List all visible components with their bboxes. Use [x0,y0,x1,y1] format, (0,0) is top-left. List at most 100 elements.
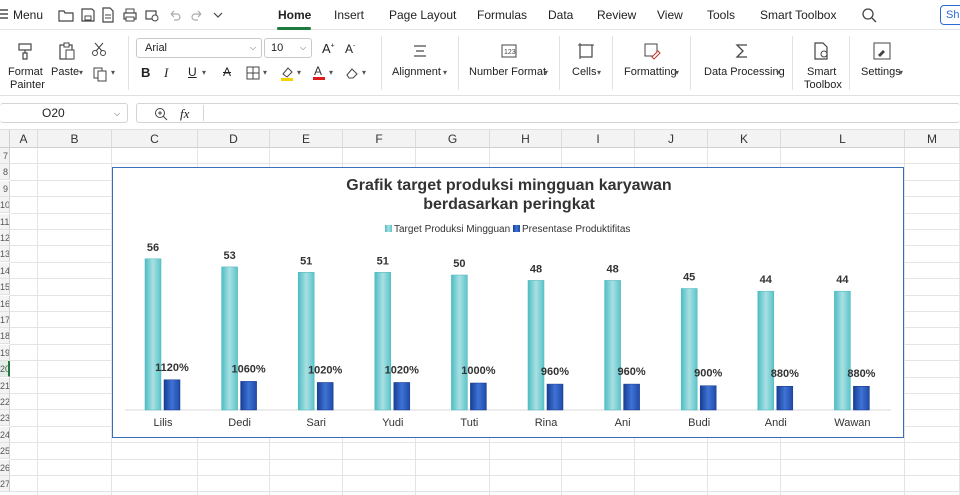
tab-view[interactable]: View [657,8,683,22]
chevron-down-icon[interactable]: ⌵ [114,109,121,118]
smart-toolbox-button[interactable]: Smart [807,66,837,78]
open-folder-icon[interactable] [58,7,74,23]
chevron-down-icon[interactable]: ⌵ [250,43,257,52]
name-box[interactable]: O20 [0,103,128,123]
format-painter-button[interactable]: Format [8,66,43,78]
chevron-down-icon[interactable]: ▾ [597,68,602,77]
chevron-down-icon[interactable]: ▾ [675,68,680,77]
row-header-10[interactable]: 10 [0,197,10,214]
formula-input[interactable] [136,103,960,123]
row-header-7[interactable]: 7 [0,148,10,164]
select-all-corner[interactable] [0,130,10,148]
strikethrough-button[interactable]: A [223,65,232,79]
cells-button[interactable]: Cells [572,66,597,78]
row-header-11[interactable]: 11 [0,213,10,230]
column-header-m[interactable]: M [905,130,960,148]
column-header-h[interactable]: H [490,130,562,148]
row-header-20[interactable]: 20 [0,361,10,378]
tab-page-layout[interactable]: Page Layout [389,8,457,22]
clear-format-icon[interactable] [345,66,359,80]
chevron-down-icon[interactable]: ▾ [443,68,448,77]
fill-color-icon[interactable] [280,65,294,81]
font-color-icon[interactable]: A [312,64,326,81]
alignment-button[interactable]: Alignment [392,66,441,78]
column-header-g[interactable]: G [416,130,490,148]
row-header-14[interactable]: 14 [0,262,10,279]
formatting-button[interactable]: Formatting [624,66,677,78]
tab-formulas[interactable]: Formulas [477,8,528,22]
row-header-25[interactable]: 25 [0,443,10,460]
tab-tools[interactable]: Tools [707,8,736,22]
row-header-8[interactable]: 8 [0,164,10,181]
row-header-22[interactable]: 22 [0,394,10,410]
search-icon[interactable] [861,7,877,23]
chevron-down-icon[interactable] [210,7,226,23]
chevron-down-icon[interactable]: ▾ [776,68,781,77]
font-name-select[interactable]: Arial [136,38,262,58]
row-header-17[interactable]: 17 [0,312,10,328]
row-header-13[interactable]: 13 [0,246,10,263]
column-header-f[interactable]: F [343,130,416,148]
paste-button[interactable]: Paste [51,66,80,78]
row-header-19[interactable]: 19 [0,344,10,361]
chevron-down-icon[interactable]: ▾ [111,68,116,77]
row-header-12[interactable]: 12 [0,230,10,246]
underline-button[interactable]: U [188,65,197,79]
decrease-font-icon[interactable]: A- [345,42,356,56]
save-icon[interactable] [80,7,96,23]
row-header-26[interactable]: 26 [0,459,10,476]
hamburger-icon[interactable] [0,0,10,30]
tab-review[interactable]: Review [597,8,637,22]
chevron-down-icon[interactable]: ▾ [297,68,302,77]
chart[interactable]: Grafik target produksi mingguan karyawan… [112,167,904,438]
zoom-search-icon[interactable] [154,107,168,121]
print-preview-icon[interactable] [144,7,160,23]
column-header-d[interactable]: D [198,130,270,148]
chevron-down-icon[interactable]: ▾ [329,68,334,77]
menu-label[interactable]: Menu [13,8,44,22]
column-header-c[interactable]: C [112,130,198,148]
tab-smart-toolbox[interactable]: Smart Toolbox [760,8,837,22]
column-header-e[interactable]: E [270,130,343,148]
column-header-b[interactable]: B [38,130,112,148]
increase-font-icon[interactable]: A+ [322,41,335,56]
chevron-down-icon[interactable]: ▾ [263,68,268,77]
chevron-down-icon[interactable]: ▾ [899,68,904,77]
bold-button[interactable]: B [141,65,151,80]
row-header-27[interactable]: 27 [0,476,10,492]
borders-icon[interactable] [246,66,260,80]
chevron-down-icon[interactable]: ▾ [202,68,207,77]
row-header-18[interactable]: 18 [0,328,10,345]
font-size-select[interactable]: 10 [264,38,312,58]
row-header-24[interactable]: 24 [0,426,10,443]
tab-data[interactable]: Data [548,8,574,22]
column-header-j[interactable]: J [635,130,708,148]
italic-button[interactable]: I [164,65,169,80]
data-processing-button[interactable]: Data Processing [704,66,785,78]
column-header-a[interactable]: A [10,130,38,148]
fx-icon[interactable]: fx [180,106,190,121]
cut-icon[interactable] [91,41,107,57]
column-header-i[interactable]: I [562,130,635,148]
column-header-k[interactable]: K [708,130,781,148]
chevron-down-icon[interactable]: ▾ [544,68,549,77]
redo-icon[interactable] [189,7,205,23]
chevron-down-icon[interactable]: ▾ [362,68,367,77]
row-header-15[interactable]: 15 [0,279,10,296]
copy-icon[interactable] [92,66,108,82]
tab-insert[interactable]: Insert [334,8,365,22]
settings-button[interactable]: Settings [861,66,901,78]
chevron-down-icon[interactable]: ▾ [79,68,84,77]
tab-home[interactable]: Home [278,8,312,22]
export-pdf-icon[interactable] [100,7,116,23]
row-header-21[interactable]: 21 [0,377,10,394]
row-header-9[interactable]: 9 [0,180,10,197]
column-header-l[interactable]: L [781,130,905,148]
undo-icon[interactable] [167,7,183,23]
row-header-23[interactable]: 23 [0,410,10,427]
print-icon[interactable] [122,7,138,23]
share-button[interactable]: Sha [940,5,960,25]
row-header-16[interactable]: 16 [0,295,10,312]
chevron-down-icon[interactable]: ⌵ [300,43,307,52]
number-format-button[interactable]: Number Format [469,66,547,78]
